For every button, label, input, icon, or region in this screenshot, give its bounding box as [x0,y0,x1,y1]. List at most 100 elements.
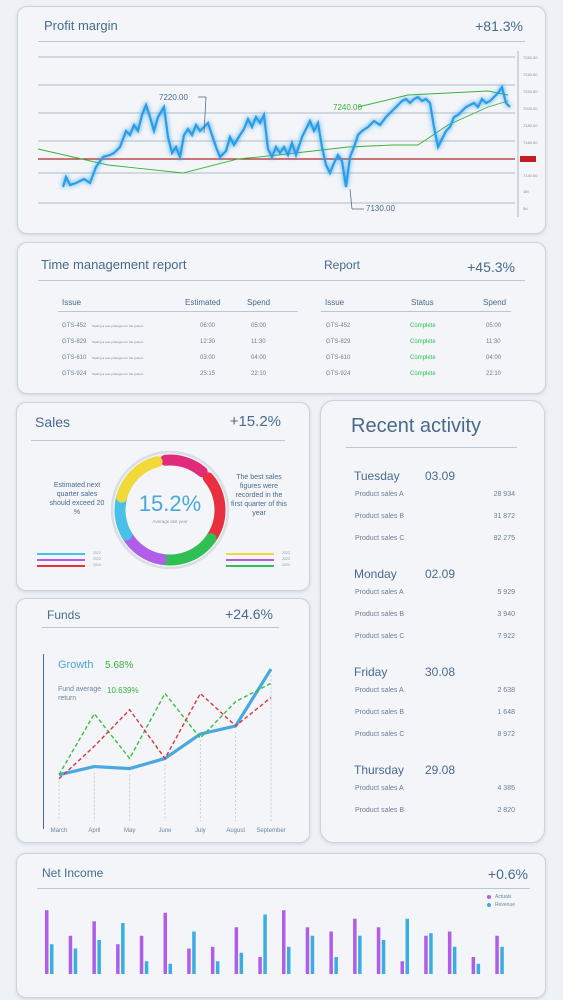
ni-bar-revenue [429,933,433,974]
activity-item-label: Product sales B [355,513,405,520]
ni-bar-actuals [258,957,262,974]
sales-rule [31,440,285,441]
legend-swatch [226,565,274,567]
ni-bar-actuals [495,935,499,974]
ni-legend-label: Revenue [495,902,516,908]
legend-year: 2022 [282,551,290,555]
funds-x-label: May [124,828,135,834]
funds-title: Funds [47,608,81,622]
funds-panel: Funds +24.6% Growth 5.68% Fund average r… [16,598,310,843]
row-spend-2: 05:00 [486,323,502,329]
ni-bar-actuals [376,927,381,974]
activity-item-value: 2 638 [497,687,515,694]
activity-date: 02.09 [425,567,456,581]
legend-item: 2023 [226,557,291,562]
row-issue-2: GTS-452 [326,323,351,329]
legend-swatch [226,559,274,561]
ni-bar-revenue [121,923,125,974]
activity-item-label: Product sales C [355,535,405,542]
row-estimated: 25:15 [200,371,216,377]
row-issue-2: GTS-829 [326,339,351,345]
activity-item-value: 4 385 [497,785,515,792]
time-report-panel: Time management report Report +45.3% Iss… [17,242,546,394]
legend-item: 2024 [37,563,102,568]
donut-segment [202,472,226,545]
ni-bar-actuals [68,935,73,974]
profit-margin-value: +81.3% [475,18,523,34]
ni-bar-actuals [329,931,333,974]
left-header-estimated: Estimated [185,298,221,307]
ni-bar-actuals [234,927,239,974]
activity-day: Monday [354,567,397,581]
fund-avg-value: 10.639% [107,686,139,695]
ni-bar-actuals [424,935,428,974]
ni-bar-revenue [192,931,196,974]
legend-item: 2022 [37,551,102,556]
legend-swatch [37,553,85,555]
ni-bar-revenue [452,946,457,974]
funds-line-chart: March April May June July August September [51,668,286,834]
row-spend-2: 22:10 [486,371,502,377]
row-description: Testing a new prototype for the system [92,324,144,328]
funds-x-label: August [226,828,245,834]
activity-item-value: 5 929 [497,589,515,596]
row-estimated: 03:00 [200,355,216,361]
recent-activity-title: Recent activity [351,415,482,437]
legend-item: 2022 [226,551,291,556]
row-description: Testing a new prototype for the system [92,340,144,344]
activity-item-value: 3 940 [497,611,515,618]
profit-series-line [61,84,511,188]
donut-outer-ring [110,450,230,570]
activity-item-value: 8 972 [497,731,515,738]
growth-value: 5.68% [105,660,134,671]
row-spend-2: 04:00 [486,355,502,361]
ni-legend-swatch [487,902,491,907]
legend-year: 2023 [93,557,101,561]
ni-bar-revenue [405,918,409,974]
ni-legend-swatch [487,894,491,899]
left-header-rule [58,311,298,312]
activity-item-label: Product sales A [355,785,404,792]
donut-segment [114,491,133,541]
ni-bar-actuals [471,957,476,974]
funds-x-label: July [195,828,206,834]
net-income-bar-chart [45,910,504,974]
profit-tick: 7220.00 [523,89,538,94]
sales-title: Sales [35,414,71,430]
ni-bar-revenue [310,935,315,974]
donut-segment [121,529,167,565]
net-income-title: Net Income [42,866,104,880]
donut-segment [160,454,208,478]
ni-bar-revenue [50,944,54,974]
activity-date: 29.08 [425,763,456,777]
ni-bar-actuals [139,935,144,974]
left-header-spend: Spend [247,298,271,307]
fund-avg-label: Fund average return [58,686,102,702]
ni-bar-actuals [116,944,120,974]
ni-bar-actuals [92,921,96,974]
profit-tick: 7160.00 [523,140,538,145]
ni-bar-actuals [187,948,191,974]
profit-tick: 1M [523,189,529,194]
donut-value: 15.2% [138,491,202,516]
report-title: Report [324,258,361,272]
row-status: Complete [410,371,436,377]
activity-date: 30.08 [425,665,456,679]
activity-item-label: Product sales C [355,633,405,640]
activity-item-value: 82 275 [493,535,515,542]
ni-bar-revenue [263,914,267,974]
row-description: Testing a new prototype for the system [92,372,144,376]
profit-tick: 7200.00 [523,106,538,111]
funds-y-axis [43,654,44,829]
ni-bar-revenue [239,952,244,974]
recent-activity-panel: Recent activity Tuesday 03.09 Product sale… [320,400,545,843]
profit-tick: 5d [523,206,527,211]
funds-x-label: September [256,828,285,834]
row-issue-2: GTS-924 [326,371,351,377]
row-issue: GTS-829 [62,339,87,345]
activity-item-value: 28 934 [493,491,515,498]
profit-title-rule [38,41,525,42]
net-income-panel: Net Income +0.6% Actuals Revenue [16,853,546,998]
donut-segment [116,456,163,503]
activity-item-value: 2 820 [497,807,515,814]
